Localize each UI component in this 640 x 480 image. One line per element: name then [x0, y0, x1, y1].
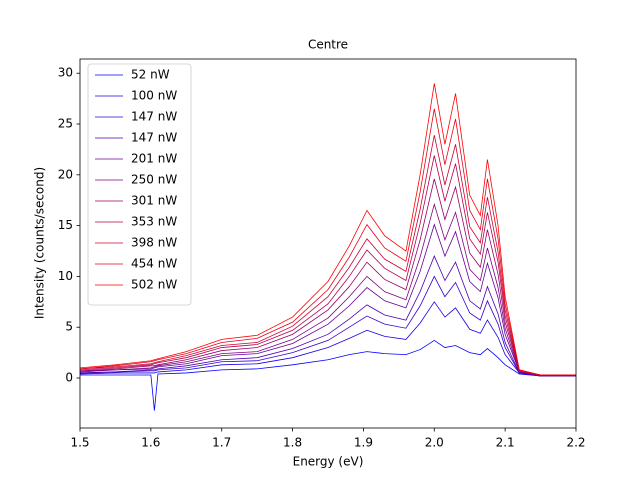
y-tick-label: 25 [58, 117, 73, 131]
data-line [80, 223, 576, 377]
x-axis-label: Energy (eV) [293, 455, 364, 469]
x-tick-label: 2.2 [566, 436, 585, 450]
x-tick-label: 1.9 [354, 436, 373, 450]
legend-label: 100 nW [131, 89, 177, 103]
chart-title: Centre [308, 38, 348, 52]
x-tick-label: 2.1 [496, 436, 515, 450]
legend-label: 502 nW [131, 278, 177, 292]
y-tick-label: 30 [58, 66, 73, 80]
x-tick-label: 1.8 [283, 436, 302, 450]
legend-label: 398 nW [131, 236, 177, 250]
y-tick-label: 15 [58, 218, 73, 232]
y-tick-label: 10 [58, 269, 73, 283]
x-tick-label: 1.6 [141, 436, 160, 450]
data-line [80, 178, 576, 376]
data-line [80, 301, 576, 377]
y-tick-label: 0 [65, 371, 73, 385]
legend-label: 454 nW [131, 257, 177, 271]
x-tick-label: 1.5 [70, 436, 89, 450]
legend-label: 250 nW [131, 173, 177, 187]
data-line [80, 135, 576, 376]
plot-frame [79, 58, 577, 429]
x-tick-label: 2.0 [425, 436, 444, 450]
y-tick-label: 20 [58, 167, 73, 181]
data-line [80, 255, 576, 377]
legend-label: 301 nW [131, 194, 177, 208]
y-tick-label: 5 [65, 320, 73, 334]
data-line [80, 155, 576, 376]
data-line [80, 83, 576, 376]
legend-label: 353 nW [131, 215, 177, 229]
x-tick-label: 1.7 [212, 436, 231, 450]
data-line [80, 202, 576, 376]
legend-label: 201 nW [131, 152, 177, 166]
legend-label: 147 nW [131, 110, 177, 124]
legend-label: 52 nW [131, 68, 170, 82]
data-line [80, 339, 576, 411]
y-axis-label: Intensity (counts/second) [33, 167, 47, 319]
legend-label: 147 nW [131, 131, 177, 145]
legend-box [87, 63, 192, 306]
data-line [80, 275, 576, 377]
data-line [80, 108, 576, 376]
